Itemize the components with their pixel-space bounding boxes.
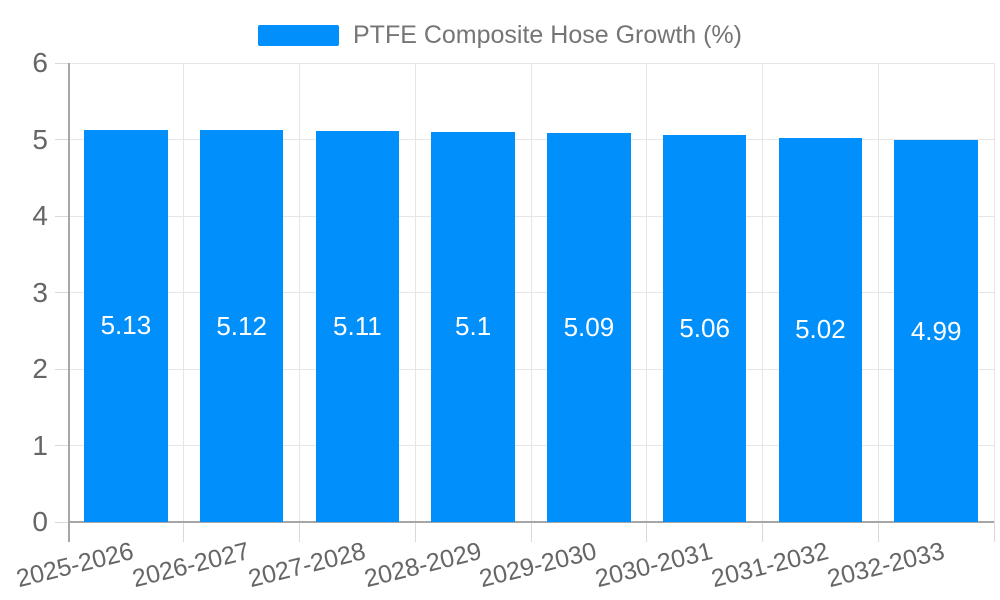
y-axis-label: 1 — [32, 429, 48, 461]
y-axis-label: 0 — [32, 506, 48, 537]
x-axis-tick — [646, 522, 648, 542]
x-axis-tick — [530, 522, 532, 542]
legend-label: PTFE Composite Hose Growth (%) — [353, 21, 742, 49]
bar[interactable]: 5.09 — [547, 132, 631, 522]
bar[interactable]: 4.99 — [894, 140, 978, 522]
bar-value-label: 5.12 — [216, 310, 267, 341]
bar[interactable]: 5.06 — [662, 134, 747, 522]
y-axis-tick — [55, 521, 68, 523]
x-axis-label: 2032-2033 — [824, 537, 947, 594]
x-axis-label: 2029-2030 — [476, 537, 600, 594]
legend[interactable]: PTFE Composite Hose Growth (%) — [0, 21, 1000, 50]
y-axis-tick — [55, 445, 68, 446]
bar-value-label: 5.09 — [563, 311, 615, 342]
x-axis-label: 2027-2028 — [245, 537, 369, 594]
y-axis-tick — [55, 139, 68, 140]
gridline-v — [993, 63, 995, 522]
bar[interactable]: 5.11 — [315, 131, 400, 522]
legend-swatch-icon — [258, 25, 339, 46]
y-axis-label: 6 — [32, 47, 48, 78]
bar-value-label: 5.1 — [455, 311, 492, 342]
bar-value-label: 5.13 — [100, 310, 152, 341]
y-axis-tick — [55, 215, 68, 217]
x-axis-label: 2028-2029 — [361, 537, 484, 594]
y-axis-label: 4 — [32, 200, 48, 231]
y-axis-label: 3 — [32, 276, 48, 308]
bar[interactable]: 5.02 — [778, 137, 863, 522]
bar-value-label: 5.02 — [795, 314, 846, 345]
y-axis-tick — [55, 368, 68, 370]
gridline-v — [414, 63, 416, 522]
y-axis-tick — [55, 292, 68, 293]
x-axis-tick — [414, 522, 416, 542]
y-axis-line — [68, 63, 70, 542]
x-axis-tick — [877, 522, 879, 542]
y-axis-tick — [55, 62, 68, 64]
x-axis-label: 2030-2031 — [592, 537, 716, 594]
bar-value-label: 5.11 — [333, 311, 382, 342]
x-axis-tick — [299, 522, 300, 542]
bar-value-label: 4.99 — [910, 315, 962, 346]
gridline-v — [646, 63, 648, 522]
bar[interactable]: 5.1 — [431, 131, 515, 522]
gridline-v — [762, 63, 763, 522]
x-axis-label: 2031-2032 — [708, 537, 832, 594]
gridline-v — [530, 63, 532, 522]
gridline-v — [183, 63, 185, 522]
gridline-v — [877, 63, 879, 522]
x-axis-tick — [993, 522, 995, 542]
x-axis-line — [68, 521, 994, 523]
plot-area: 0 1 2 3 4 5 6 5.13 2025-2026 5.12 2026-2027 5.11 202… — [14, 47, 995, 593]
x-axis-label: 2026-2027 — [129, 537, 253, 594]
x-axis-tick — [762, 522, 763, 542]
y-axis-label: 2 — [32, 353, 48, 384]
bar-value-label: 5.06 — [679, 312, 730, 343]
y-axis-label: 5 — [32, 123, 48, 155]
x-axis-tick — [183, 522, 185, 542]
gridline-v — [299, 63, 300, 522]
bar[interactable]: 5.12 — [199, 130, 284, 522]
bar[interactable]: 5.13 — [84, 129, 168, 522]
x-axis-label: 2025-2026 — [13, 537, 137, 594]
